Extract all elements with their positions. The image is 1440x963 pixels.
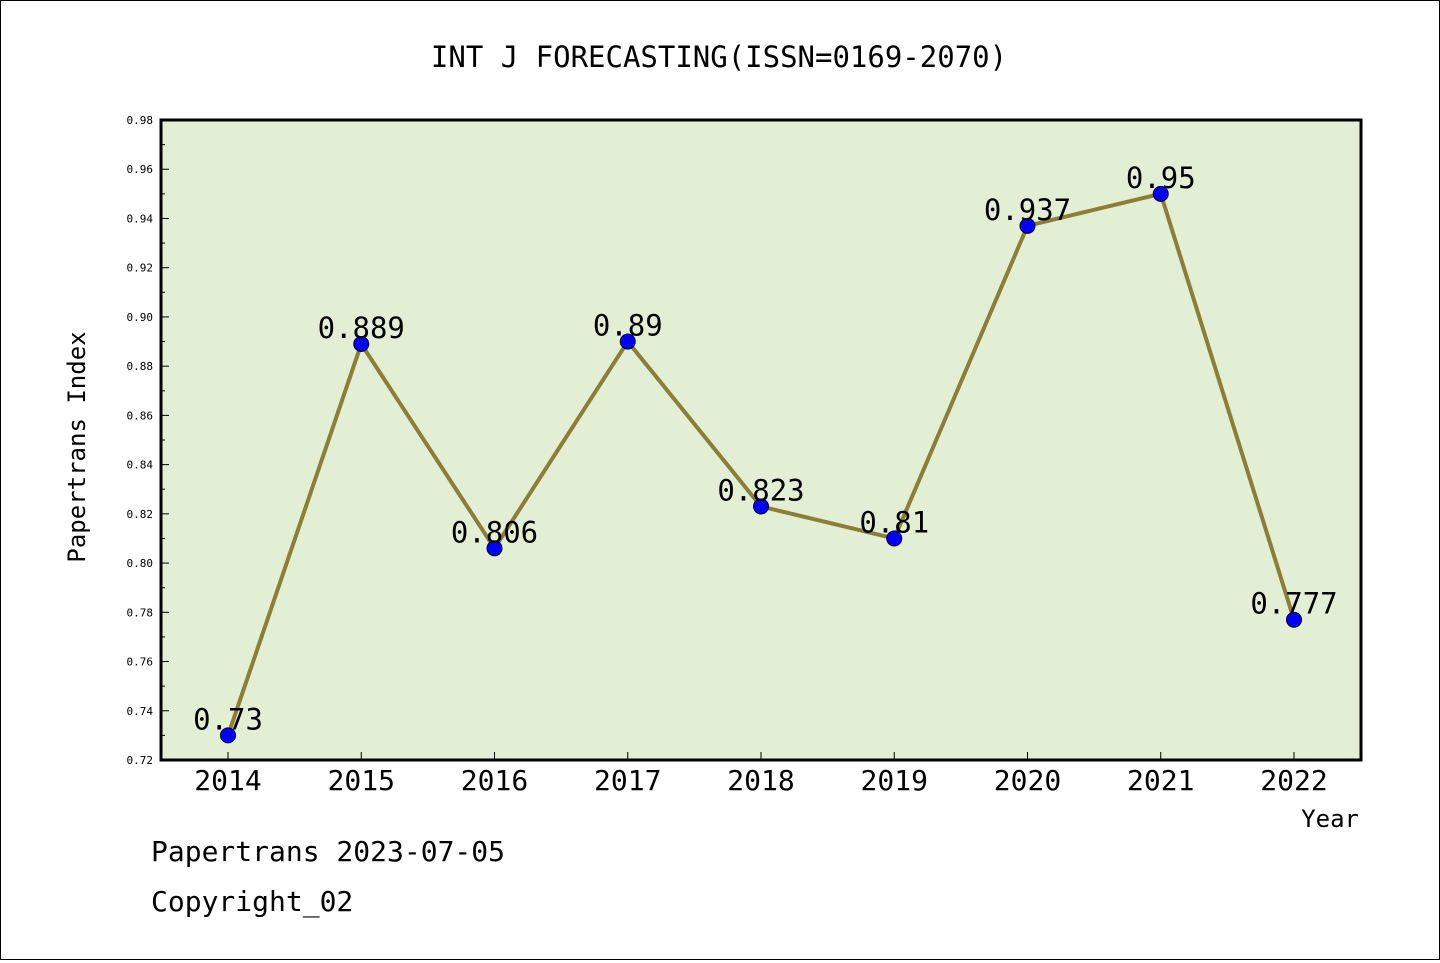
x-tick-label: 2015 xyxy=(328,764,395,797)
x-tick-label: 2022 xyxy=(1260,764,1327,797)
y-tick-label: 0.84 xyxy=(127,459,154,472)
x-axis: 2014 2015 2016 2017 2018 2019 2020 2021 2022 xyxy=(194,752,1328,797)
y-tick-label: 0.78 xyxy=(127,606,154,619)
y-tick-label: 0.86 xyxy=(127,409,154,422)
data-point xyxy=(886,530,903,547)
y-tick-label: 0.72 xyxy=(127,754,154,767)
y-tick-label: 0.96 xyxy=(127,163,154,176)
x-tick-label: 2021 xyxy=(1127,764,1194,797)
data-label: 0.937 xyxy=(984,193,1071,227)
y-tick-label: 0.88 xyxy=(127,360,154,373)
x-tick-label: 2014 xyxy=(194,764,261,797)
footer-copyright: Copyright_02 xyxy=(151,885,354,918)
data-point xyxy=(353,336,370,352)
plot-area xyxy=(159,118,1363,762)
y-tick-label: 0.80 xyxy=(127,557,154,570)
y-tick-label: 0.92 xyxy=(127,262,154,275)
y-tick-label: 0.98 xyxy=(127,114,154,127)
data-point xyxy=(1019,217,1036,234)
data-point xyxy=(619,333,636,350)
data-label: 0.806 xyxy=(451,515,538,549)
y-axis-label: Papertrans Index xyxy=(63,331,91,562)
x-tick-label: 2020 xyxy=(994,764,1061,797)
x-tick-label: 2018 xyxy=(727,764,794,797)
data-point xyxy=(753,498,769,515)
y-tick-label: 0.94 xyxy=(127,212,154,225)
data-point xyxy=(486,540,503,557)
x-tick-label: 2016 xyxy=(461,764,528,797)
data-label: 0.73 xyxy=(193,702,263,736)
x-tick-label: 2017 xyxy=(594,764,661,797)
data-label: 0.89 xyxy=(593,309,663,343)
x-axis-label: Year xyxy=(1301,805,1359,833)
data-label: 0.95 xyxy=(1126,161,1196,195)
data-point xyxy=(1152,185,1169,202)
y-tick-label: 0.74 xyxy=(127,705,154,718)
x-tick-label: 2019 xyxy=(861,764,928,797)
data-label: 0.889 xyxy=(318,311,405,345)
data-point xyxy=(220,727,236,744)
footer-date: Papertrans 2023-07-05 xyxy=(151,835,506,868)
chart-title: INT J FORECASTING(ISSN=0169-2070) xyxy=(431,40,1007,74)
y-axis: 0.72 0.74 0.76 0.78 0.80 0.82 0.84 0.86 0.88 0.90… xyxy=(127,114,169,767)
data-point xyxy=(1286,611,1302,628)
y-tick-label: 0.76 xyxy=(127,656,154,669)
data-label: 0.777 xyxy=(1250,587,1337,621)
y-tick-label: 0.90 xyxy=(127,311,154,324)
data-label: 0.823 xyxy=(717,473,804,507)
data-label: 0.81 xyxy=(859,505,929,539)
y-tick-label: 0.82 xyxy=(127,508,154,521)
series-layer: 0.73 0.889 0.806 0.89 0.823 0.81 0.937 0.95 0.77… xyxy=(193,161,1338,744)
